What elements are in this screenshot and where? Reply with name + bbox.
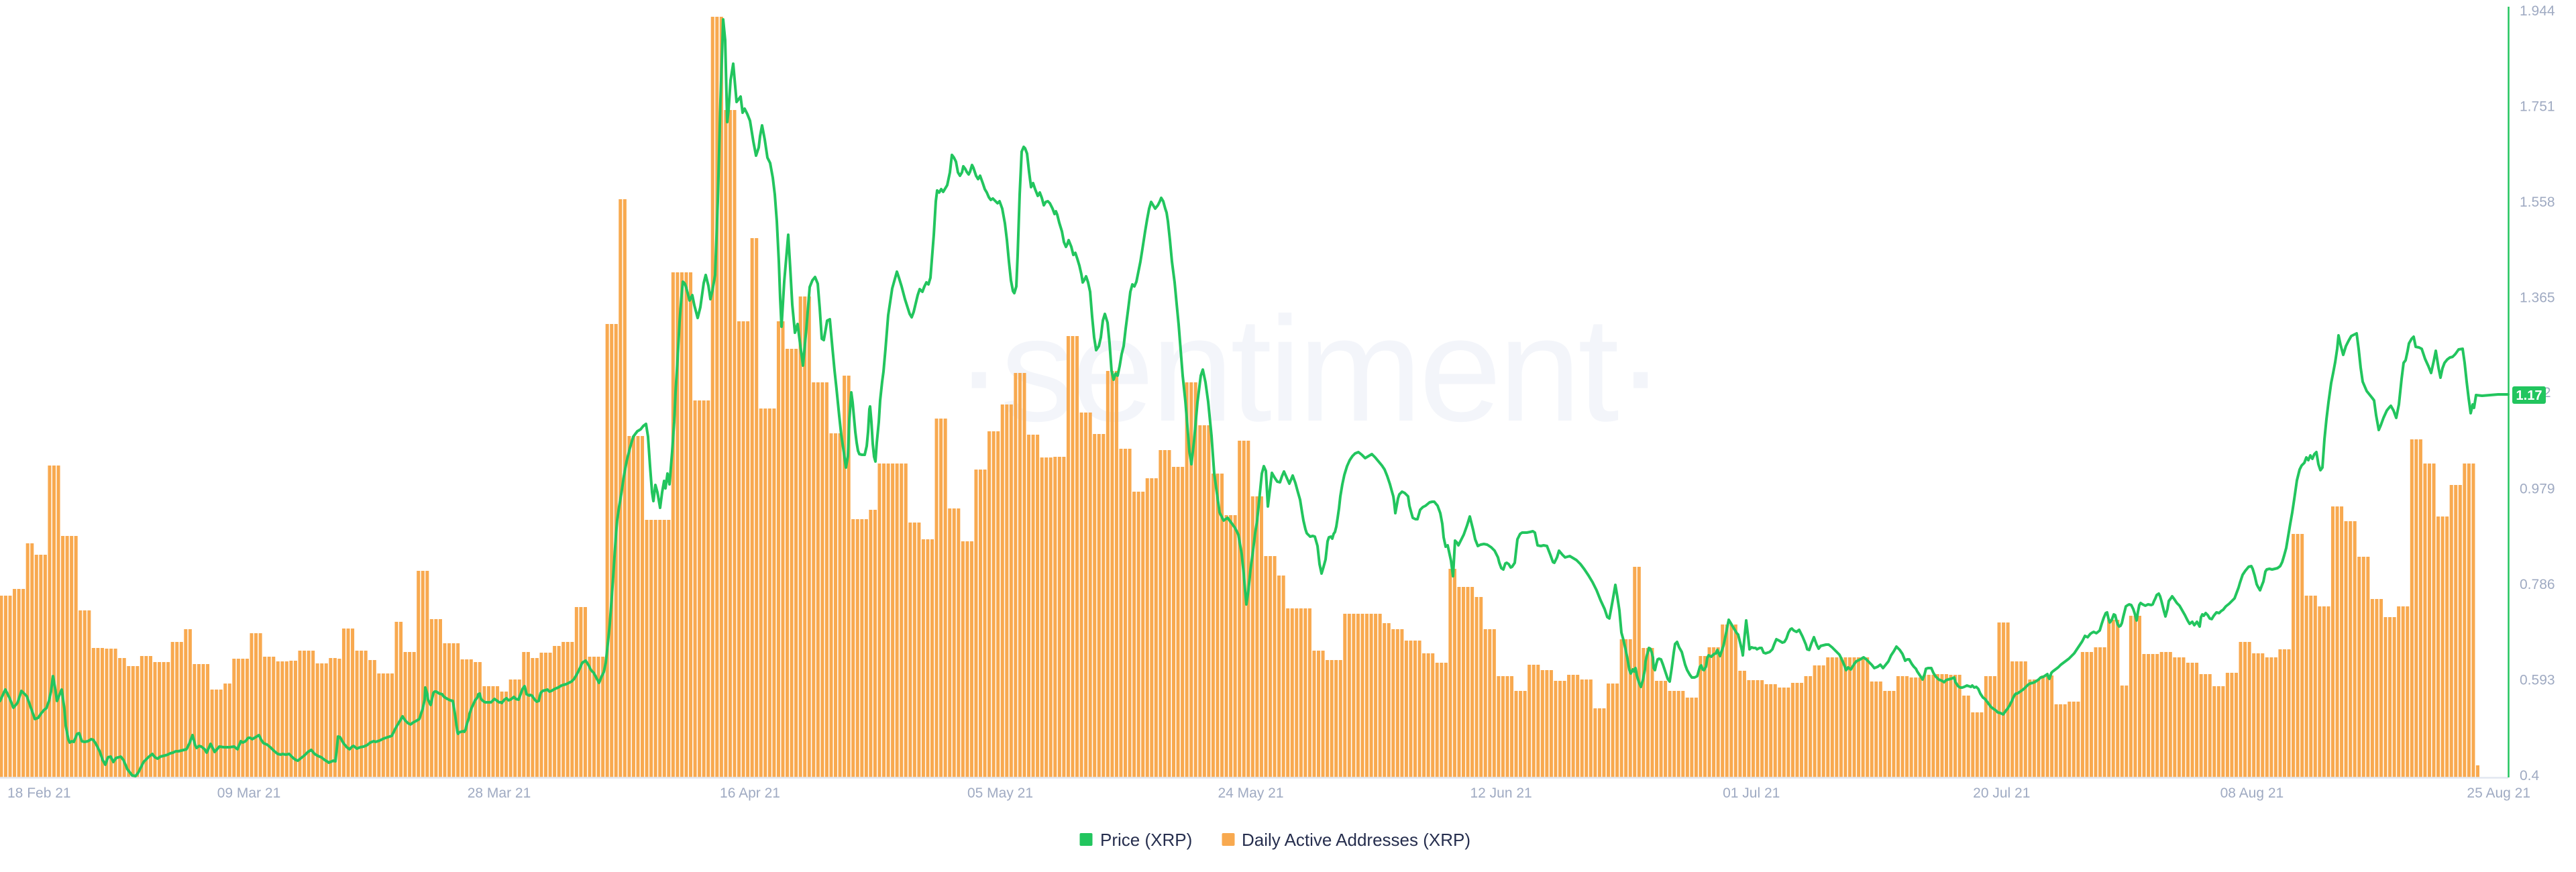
svg-text:28 Mar 21: 28 Mar 21 xyxy=(468,785,531,801)
svg-text:0.593: 0.593 xyxy=(2520,673,2555,688)
svg-text:0.979: 0.979 xyxy=(2520,482,2555,497)
svg-text:05 May 21: 05 May 21 xyxy=(967,785,1033,801)
svg-text:16 Apr 21: 16 Apr 21 xyxy=(720,785,780,801)
svg-text:Daily Active Addresses (XRP): Daily Active Addresses (XRP) xyxy=(1242,830,1470,850)
svg-text:1.17: 1.17 xyxy=(2516,388,2542,403)
svg-text:09 Mar 21: 09 Mar 21 xyxy=(217,785,281,801)
svg-text:0.4: 0.4 xyxy=(2520,768,2540,783)
svg-text:Price (XRP): Price (XRP) xyxy=(1100,830,1192,850)
svg-text:·sentiment·: ·sentiment· xyxy=(954,286,1662,453)
svg-text:08 Aug 21: 08 Aug 21 xyxy=(2220,785,2284,801)
svg-text:1.365: 1.365 xyxy=(2520,290,2555,306)
svg-text:12 Jun 21: 12 Jun 21 xyxy=(1470,785,1532,801)
svg-text:0.786: 0.786 xyxy=(2520,577,2555,592)
svg-text:01 Jul 21: 01 Jul 21 xyxy=(1723,785,1780,801)
svg-text:1.558: 1.558 xyxy=(2520,195,2555,210)
svg-text:25 Aug 21: 25 Aug 21 xyxy=(2467,785,2530,801)
svg-text:20 Jul 21: 20 Jul 21 xyxy=(1973,785,2030,801)
svg-text:24 May 21: 24 May 21 xyxy=(1218,785,1283,801)
svg-text:1.751: 1.751 xyxy=(2520,99,2555,115)
svg-text:1.944: 1.944 xyxy=(2520,3,2555,19)
svg-text:18 Feb 21: 18 Feb 21 xyxy=(7,785,71,801)
